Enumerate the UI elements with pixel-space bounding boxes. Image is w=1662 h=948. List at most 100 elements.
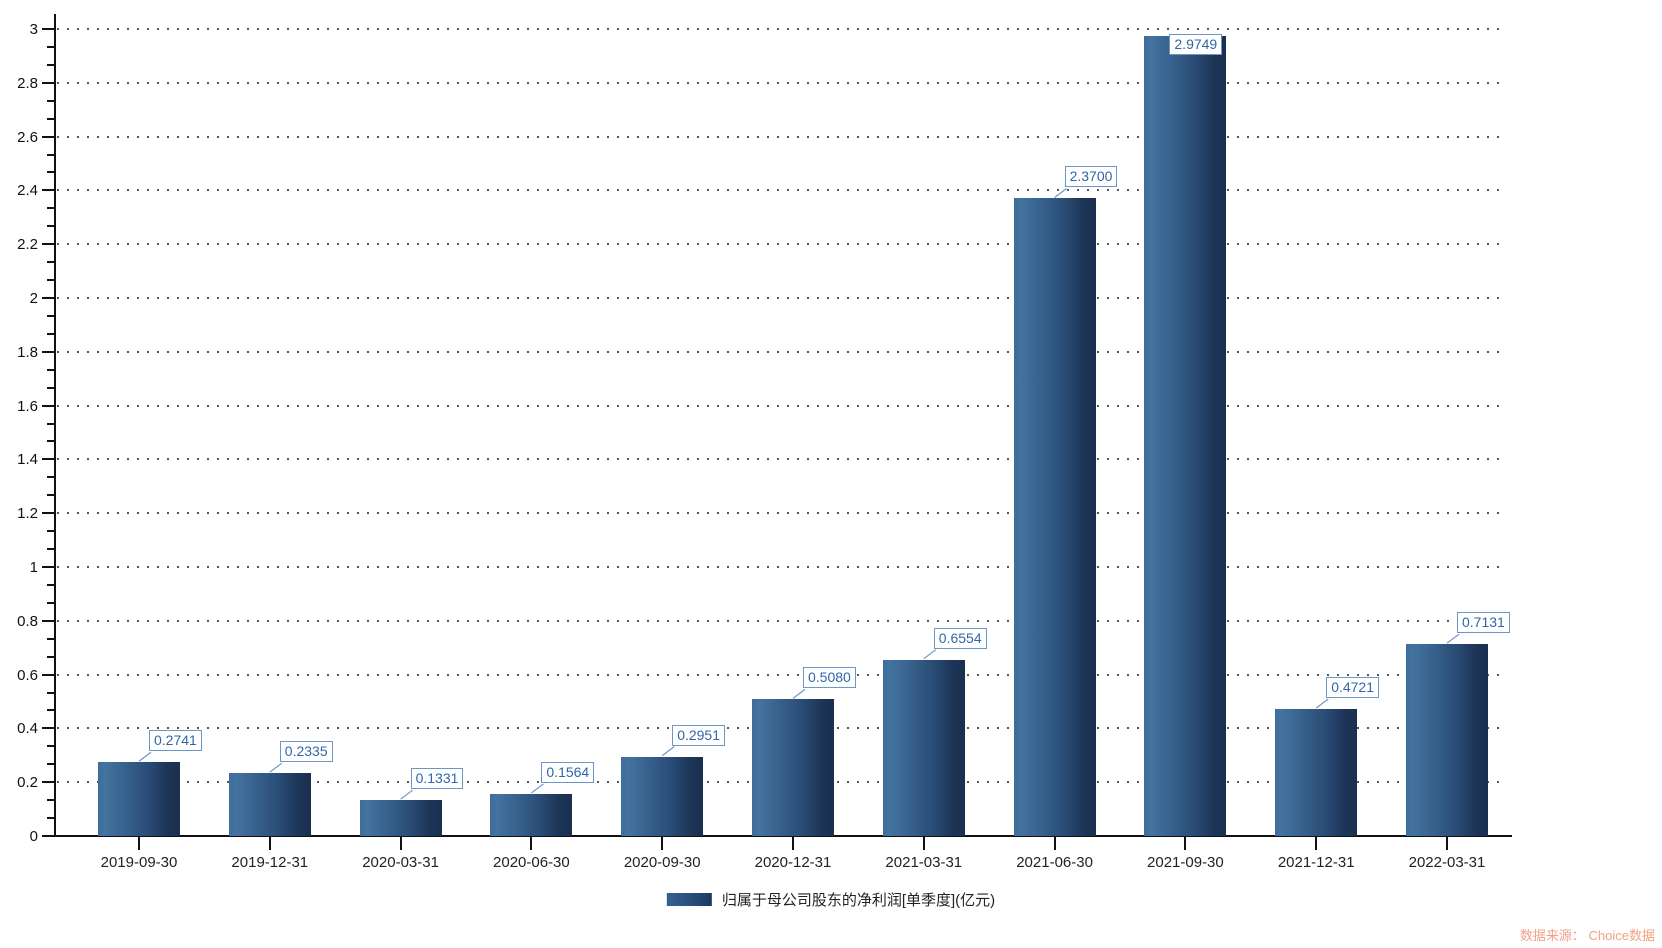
y-tick-label: 1.4 bbox=[17, 451, 38, 469]
value-callout: 0.1331 bbox=[410, 768, 464, 790]
legend-label: 归属于母公司股东的净利润[单季度](亿元) bbox=[721, 892, 996, 909]
x-axis-label: 2019-09-30 bbox=[100, 854, 178, 871]
value-callout: 0.6554 bbox=[933, 627, 987, 649]
y-minor-tick bbox=[47, 368, 55, 371]
y-minor-tick bbox=[47, 530, 55, 533]
x-tick bbox=[1315, 837, 1318, 850]
callout-connector-line bbox=[269, 762, 283, 773]
x-axis-line bbox=[54, 835, 1512, 837]
callout-connector-line bbox=[531, 783, 544, 794]
y-major-tick bbox=[42, 297, 55, 299]
y-minor-tick bbox=[47, 63, 55, 66]
y-minor-tick bbox=[47, 99, 55, 102]
y-minor-tick bbox=[47, 225, 55, 228]
y-major-tick bbox=[42, 135, 55, 138]
bar bbox=[490, 793, 573, 836]
y-minor-tick bbox=[47, 583, 55, 586]
value-callout: 2.9749 bbox=[1169, 33, 1223, 55]
y-tick-label: 2 bbox=[29, 290, 38, 307]
value-callout: 0.2741 bbox=[149, 730, 202, 752]
y-major-tick bbox=[42, 835, 55, 837]
bar bbox=[1144, 35, 1227, 836]
y-minor-tick bbox=[47, 476, 55, 479]
y-minor-tick bbox=[47, 637, 55, 640]
gridline bbox=[57, 81, 1505, 84]
x-tick bbox=[661, 837, 664, 850]
value-callout: 0.4721 bbox=[1326, 677, 1380, 698]
value-callout: 0.7131 bbox=[1457, 612, 1510, 634]
bar bbox=[752, 699, 834, 836]
gridline bbox=[57, 458, 1505, 461]
x-tick bbox=[138, 837, 140, 850]
bar bbox=[228, 773, 311, 836]
x-tick bbox=[1184, 837, 1187, 850]
gridline bbox=[57, 350, 1505, 353]
y-tick-label: 1.6 bbox=[17, 397, 38, 415]
y-tick-label: 2.2 bbox=[17, 236, 38, 254]
y-minor-tick bbox=[47, 601, 55, 604]
y-minor-tick bbox=[47, 386, 55, 389]
value-callout: 0.2335 bbox=[279, 741, 333, 763]
y-tick-label: 2.4 bbox=[17, 182, 38, 200]
y-minor-tick bbox=[47, 799, 55, 802]
x-axis-label: 2020-06-30 bbox=[493, 854, 570, 871]
y-minor-tick bbox=[47, 548, 55, 551]
gridline bbox=[57, 243, 1505, 246]
value-callout: 0.5080 bbox=[803, 667, 856, 689]
x-tick bbox=[399, 837, 402, 850]
x-axis-label: 2021-09-30 bbox=[1147, 854, 1224, 871]
y-major-tick bbox=[42, 81, 55, 84]
y-major-tick bbox=[42, 404, 55, 407]
y-tick-label: 1 bbox=[29, 559, 38, 576]
bar bbox=[621, 756, 704, 836]
y-major-tick bbox=[42, 727, 55, 730]
y-major-tick bbox=[42, 619, 55, 622]
bar bbox=[1275, 709, 1358, 836]
y-tick-label: 1.2 bbox=[17, 505, 38, 523]
y-minor-tick bbox=[47, 171, 55, 174]
callout-connector-line bbox=[792, 688, 806, 699]
y-minor-tick bbox=[47, 763, 55, 766]
y-major-tick bbox=[42, 28, 55, 30]
callout-connector-line bbox=[138, 751, 152, 762]
y-tick-label: 3 bbox=[29, 21, 38, 38]
y-major-tick bbox=[42, 350, 55, 353]
callout-connector-line bbox=[923, 649, 937, 660]
y-major-tick bbox=[42, 673, 55, 676]
gridline bbox=[57, 135, 1505, 138]
y-minor-tick bbox=[47, 332, 55, 335]
y-minor-tick bbox=[47, 817, 55, 820]
y-minor-tick bbox=[47, 207, 55, 210]
x-axis-label: 2019-12-31 bbox=[231, 854, 309, 871]
y-minor-tick bbox=[47, 117, 55, 120]
y-minor-tick bbox=[47, 709, 55, 712]
x-tick bbox=[792, 837, 794, 850]
y-major-tick bbox=[42, 781, 55, 784]
x-axis-label: 2022-03-31 bbox=[1408, 854, 1486, 871]
x-axis-label: 2021-03-31 bbox=[885, 854, 963, 871]
callout-connector-line bbox=[1315, 698, 1329, 709]
y-minor-tick bbox=[47, 440, 55, 443]
y-tick-label: 0.2 bbox=[17, 774, 38, 792]
bar bbox=[359, 800, 442, 836]
y-minor-tick bbox=[47, 655, 55, 658]
bar bbox=[98, 762, 180, 836]
y-minor-tick bbox=[47, 314, 55, 317]
y-tick-label: 2.8 bbox=[17, 74, 38, 92]
y-minor-tick bbox=[47, 279, 55, 282]
x-axis-label: 2021-12-31 bbox=[1277, 854, 1355, 871]
x-tick bbox=[1446, 837, 1448, 850]
y-major-tick bbox=[42, 243, 55, 246]
y-minor-tick bbox=[47, 153, 55, 156]
bar bbox=[882, 659, 965, 836]
y-major-tick bbox=[42, 566, 55, 568]
gridline bbox=[57, 619, 1505, 622]
y-tick-label: 0.6 bbox=[17, 666, 38, 684]
callout-connector-line bbox=[1446, 633, 1460, 644]
y-major-tick bbox=[42, 189, 55, 192]
y-major-tick bbox=[42, 512, 55, 515]
y-tick-label: 1.8 bbox=[17, 343, 38, 361]
y-minor-tick bbox=[47, 494, 55, 497]
gridline bbox=[57, 297, 1505, 299]
